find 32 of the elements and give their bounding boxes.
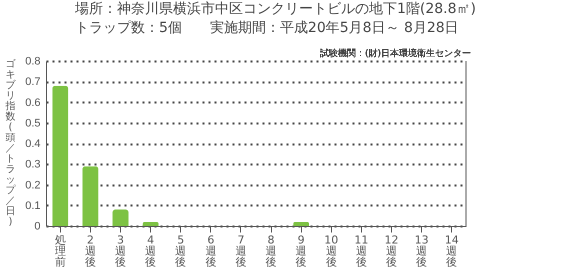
y-tick-label: 0.6 — [25, 96, 40, 109]
text: 試験機関：(財)日本環境衛生センター — [320, 48, 471, 59]
y-tick-label: 0.5 — [25, 117, 40, 130]
x-tick-label: 7週後 — [235, 234, 246, 268]
bar — [82, 166, 98, 226]
y-tick-label: 0.1 — [25, 200, 40, 212]
y-tick-label: 0 — [34, 220, 40, 232]
bar — [293, 222, 310, 226]
x-tick-label: 2週後 — [84, 234, 96, 268]
text: ゴキブリ指数(頭／トラップ／日) — [6, 59, 16, 228]
x-tick-label: 11週後 — [354, 234, 368, 268]
bar — [142, 222, 159, 226]
bar — [112, 210, 129, 226]
x-tick-label: 13週後 — [414, 234, 429, 268]
x-tick-label: 処理前 — [54, 234, 66, 268]
x-tick-label: 8週後 — [266, 234, 277, 268]
chart-subtitle: トラップ数：5個 実施期間：平成20年5月8日～ 8月28日 — [75, 20, 459, 36]
x-tick-label: 9週後 — [296, 234, 307, 268]
x-tick-label: 10週後 — [324, 234, 338, 268]
x-tick-label: 6週後 — [205, 234, 216, 268]
y-tick-label: 0.2 — [25, 179, 40, 192]
y-tick-label: 0.4 — [25, 138, 40, 150]
x-tick-label: 3週後 — [115, 234, 126, 268]
x-tick-label: 12週後 — [384, 234, 398, 268]
chart-title: 場所：神奈川県横浜市中区コンクリートビルの地下1階(28.8㎡) — [74, 1, 476, 17]
x-tick-label: 14週後 — [444, 234, 459, 268]
y-tick-label: 0.3 — [25, 158, 40, 171]
bar — [52, 86, 68, 226]
y-tick-label: 0.8 — [25, 56, 40, 68]
x-tick-label: 4週後 — [145, 234, 156, 268]
x-tick-label: 5週後 — [175, 234, 186, 268]
y-tick-label: 0.7 — [25, 76, 40, 88]
